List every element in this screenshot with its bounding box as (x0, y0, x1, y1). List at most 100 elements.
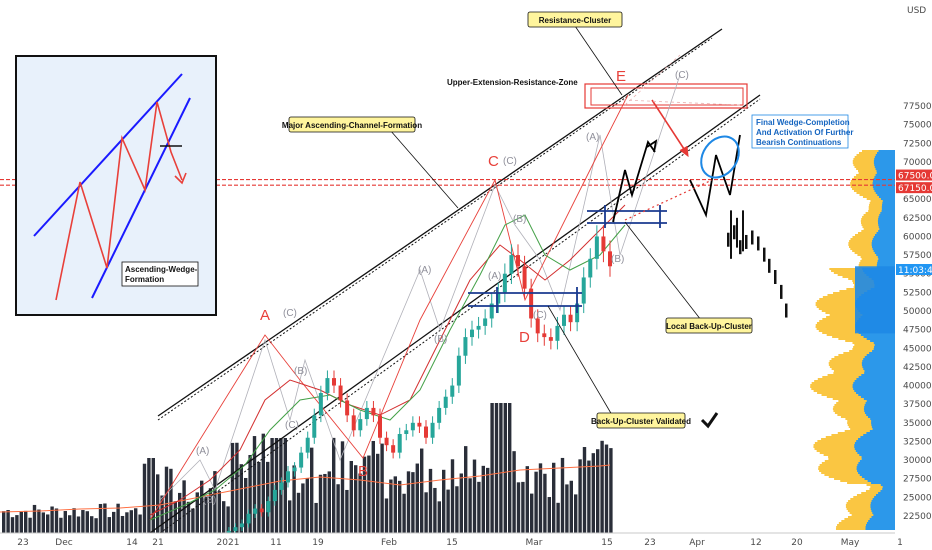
callout-back-up-validated[interactable]: Back-Up-Cluster Validated (547, 305, 691, 429)
time-axis[interactable]: 23 Dec 14 21 2021 11 19 Feb 15 Mar 15 23 Apr 12 20 May 1 (17, 538, 903, 548)
projected-candle (785, 303, 788, 318)
candle-body (470, 329, 474, 338)
volume-bar (292, 465, 296, 533)
volume-bar (464, 446, 468, 533)
volume-profile-bar (881, 208, 895, 210)
candle-body (253, 508, 258, 514)
volume-profile-bar (878, 492, 895, 494)
volume-profile-bar (867, 416, 895, 418)
candle-body (272, 489, 277, 502)
volume-profile-bar (877, 262, 895, 264)
volume-bar (310, 447, 314, 533)
price-axis[interactable]: 22500.0 25000.0 27500.0 30000.0 32500.0 35000… (896, 102, 932, 522)
note-line-2: And Activation Of Further (756, 128, 853, 137)
candle-body (345, 400, 350, 416)
wave-label-grey-c4: (C) (533, 310, 547, 321)
currency-label: USD (907, 6, 926, 16)
volume-profile-bar (873, 162, 895, 164)
volume-profile-bar (866, 400, 895, 402)
volume-bar (609, 448, 613, 533)
price-tick-label: 57500.0 (903, 251, 932, 261)
volume-profile-bar (821, 394, 895, 396)
volume-profile-bar (870, 508, 895, 510)
volume-bar (10, 517, 15, 533)
volume-bar (248, 454, 252, 533)
volume-profile-bar (857, 470, 895, 472)
volume-bar (283, 438, 287, 533)
volume-bar (587, 460, 591, 533)
volume-profile-bar (872, 238, 895, 240)
wave-path-grey (159, 74, 681, 501)
volume-profile-bar (873, 188, 895, 190)
note-wedge-completion[interactable]: Final Wedge-Completion And Activation Of… (751, 114, 853, 149)
callout-local-back-up[interactable]: Local Back-Up-Cluster (624, 221, 753, 334)
volume-profile-bar (854, 442, 895, 444)
time-tick-label: 14 (126, 538, 138, 548)
callout-major-channel[interactable]: Major Ascending-Channel-Formation (282, 116, 459, 209)
volume-bar (596, 449, 600, 533)
inset-wedge-diagram: Ascending-Wedge- Formation (15, 55, 217, 316)
volume-profile-bar (877, 256, 895, 258)
volume-profile-poc (855, 266, 895, 334)
volume-profile-bar (865, 402, 895, 404)
volume-profile-bar (870, 506, 895, 508)
volume-bar (120, 515, 125, 533)
volume-bar (46, 514, 50, 533)
ascending-channel (149, 28, 761, 534)
volume-profile-bar (847, 516, 895, 518)
volume-bar (574, 494, 578, 533)
wave-path-red (149, 94, 629, 521)
candle-body (424, 426, 428, 438)
wave-labels-red: A B C D E (260, 68, 626, 480)
channel-upper-line-inner (157, 37, 713, 421)
volume-profile-bar (852, 386, 895, 388)
volume-profile-bar (878, 258, 895, 260)
red-down-arrow-head (679, 145, 689, 158)
volume-profile-bar (879, 228, 895, 230)
wave-label-grey-a1: (A) (196, 446, 209, 457)
volume-profile-bar (879, 214, 895, 216)
volume-profile-bar (856, 392, 895, 394)
volume-profile-bar (864, 478, 895, 480)
price-badge: 11:03:42 (896, 264, 932, 276)
wedge-completion-ellipse (700, 135, 740, 179)
volume-bar (494, 403, 499, 533)
volume-bar (200, 480, 204, 533)
volume-bar (90, 516, 94, 533)
time-tick-label: 12 (750, 538, 761, 548)
volume-bar (160, 495, 164, 533)
projected-candle (763, 247, 766, 262)
callout-local-back-up-text: Local Back-Up-Cluster (666, 322, 752, 331)
volume-bar (600, 440, 604, 533)
volume-bar (512, 451, 516, 533)
volume-bar (406, 471, 411, 533)
volume-profile-bar (877, 194, 895, 196)
volume-bar (530, 493, 534, 533)
check-icon (700, 412, 719, 429)
volume-bar (235, 442, 239, 533)
volume-profile-bar (870, 340, 895, 342)
candle-body (351, 415, 356, 431)
volume-bar (376, 453, 380, 533)
volume-bar (68, 515, 72, 533)
time-tick-label: 11 (270, 538, 281, 548)
wave-label-grey-c3: (C) (503, 156, 517, 167)
volume-profile-bar (854, 252, 895, 254)
inset-upper-line (33, 73, 183, 237)
callout-resistance-cluster[interactable]: Resistance-Cluster (527, 11, 623, 96)
volume-profile-bar (856, 378, 895, 380)
wave-label-grey-b2: (B) (203, 495, 216, 506)
projection-path-wedge (689, 134, 741, 219)
volume-bar (41, 512, 45, 533)
projection-grey-line (622, 99, 741, 106)
price-badge-label: 11:03:42 (898, 266, 932, 276)
volume-profile-bar (860, 334, 895, 336)
volume-bar (274, 438, 279, 533)
volume-bar (50, 506, 54, 533)
candle-body (246, 513, 251, 524)
projected-candle (745, 234, 748, 249)
volume-bar (226, 506, 230, 533)
volume-bar (63, 511, 67, 533)
volume-bar (367, 455, 371, 533)
